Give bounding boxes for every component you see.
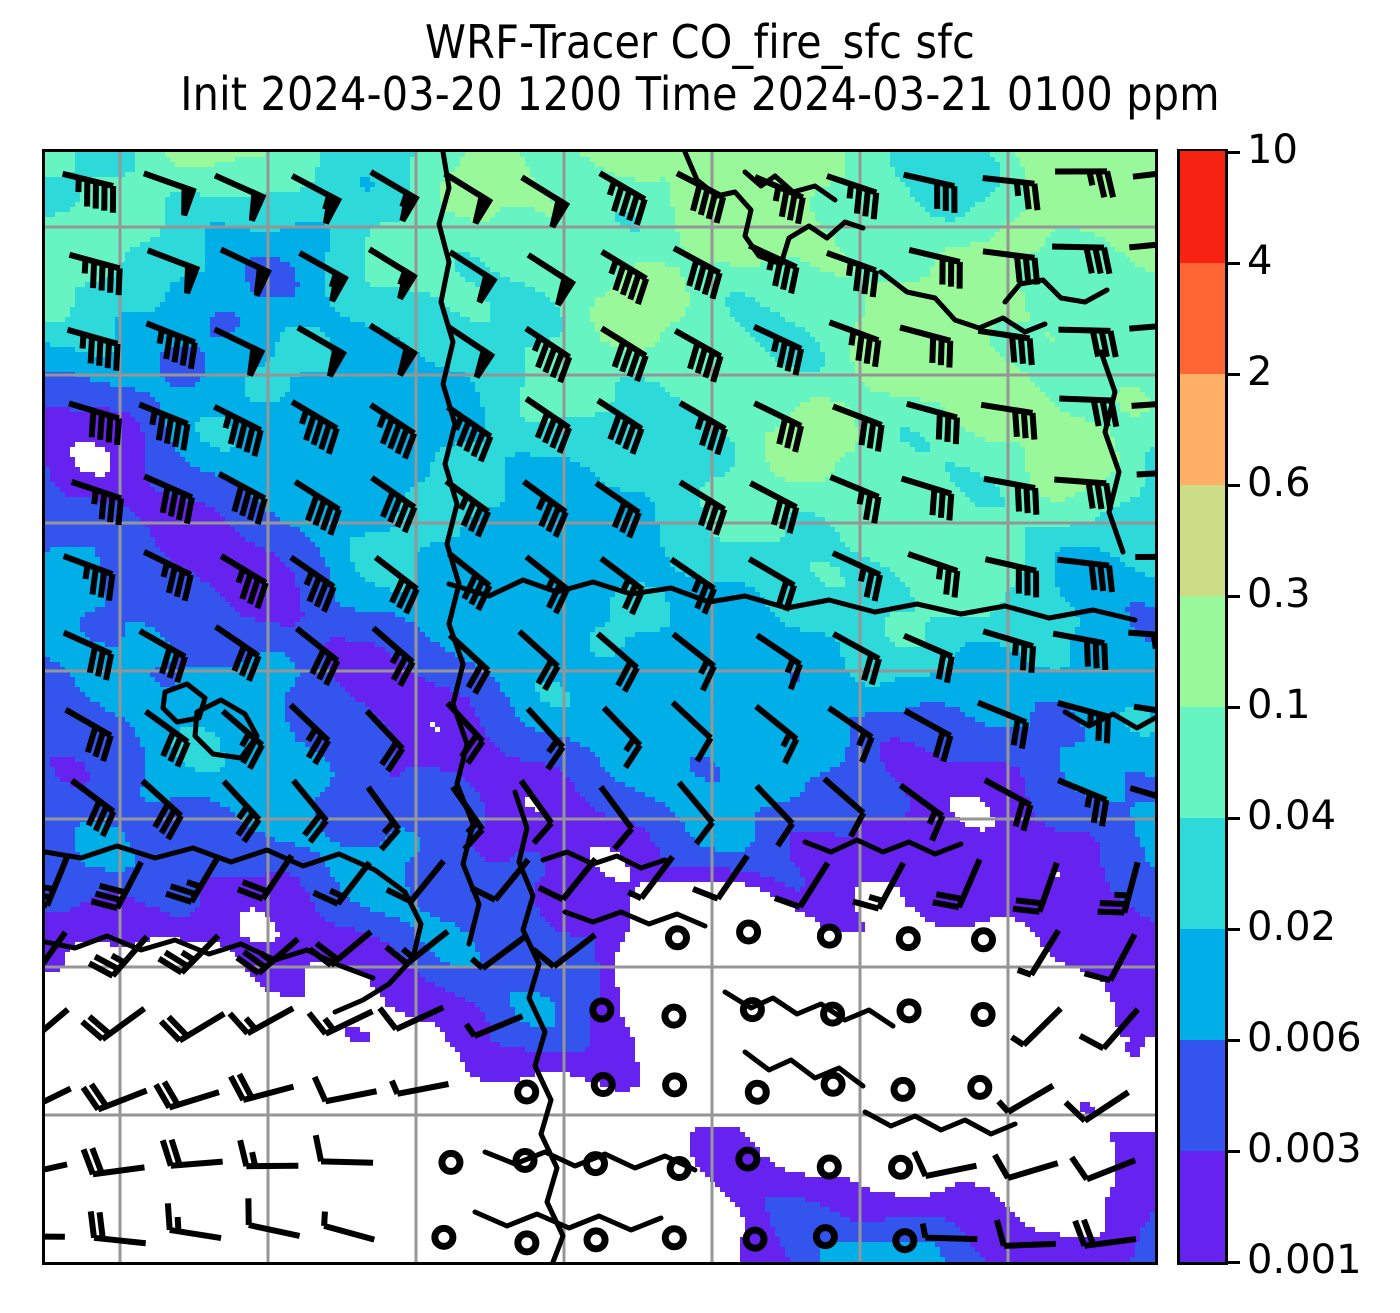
colorbar-band [1180, 817, 1225, 929]
wind-barb-calm [744, 1079, 770, 1105]
colorbar-band [1180, 151, 1225, 263]
figure-title: WRF-Tracer CO_fire_sfc sfc Init 2024-03-… [0, 0, 1400, 120]
wind-barb-calm [590, 1072, 616, 1098]
wind-barb-calm [431, 1224, 457, 1250]
wind-barb-calm [583, 1227, 609, 1253]
colorbar-tick-mark [1225, 150, 1240, 154]
colorbar-band [1180, 373, 1225, 485]
colorbar-band [1180, 706, 1225, 818]
wind-barb-calm [514, 1079, 540, 1105]
wind-barb-calm [739, 997, 765, 1023]
colorbar-tick-mark [1225, 483, 1240, 487]
wind-barb-calm [820, 1071, 846, 1097]
colorbar-tick-label: 2 [1247, 349, 1273, 395]
colorbar-tick-label: 0.003 [1247, 1126, 1362, 1172]
title-line-1: WRF-Tracer CO_fire_sfc sfc [425, 15, 975, 69]
map-graticule [45, 152, 1155, 1262]
wind-barb-calm [896, 998, 922, 1024]
colorbar-tick-mark [1225, 705, 1240, 709]
wind-barb-calm [812, 1224, 838, 1250]
wind-barb-calm [895, 926, 921, 952]
colorbar-tick-mark [1225, 594, 1240, 598]
colorbar-tick-label: 0.001 [1247, 1237, 1362, 1283]
wind-barb-calm [512, 1147, 538, 1173]
colorbar-tick-label: 0.02 [1247, 904, 1337, 950]
wind-barbs [45, 168, 1155, 1256]
wind-barb-calm [820, 1001, 846, 1027]
wind-barb-calm [583, 1151, 609, 1177]
wind-barb-calm [890, 1076, 916, 1102]
wind-barb-calm [888, 1154, 914, 1180]
colorbar-band [1180, 1039, 1225, 1151]
colorbar-band [1180, 1150, 1225, 1262]
wind-barb-calm [742, 1226, 768, 1252]
colorbar-ticks: 10 4 2 0.6 0.3 0.1 0.04 0.02 0.006 0.003 0.001 [1177, 130, 1397, 1280]
wind-barb-calm [970, 927, 996, 953]
colorbar-tick-mark [1225, 372, 1240, 376]
colorbar-tick-mark [1225, 1038, 1240, 1042]
wind-barb-calm [736, 919, 762, 945]
wind-barb-calm [438, 1149, 464, 1175]
colorbar-tick-label: 0.1 [1247, 682, 1311, 728]
colorbar-band [1180, 928, 1225, 1040]
wind-barb-calm [816, 923, 842, 949]
wind-barb-calm [816, 1154, 842, 1180]
wind-barb-calm [662, 1072, 688, 1098]
wind-barb-calm [666, 1156, 692, 1182]
colorbar-tick-label: 0.6 [1247, 460, 1311, 506]
colorbar-tick-mark [1225, 1149, 1240, 1153]
colorbar-tick-mark [1225, 816, 1240, 820]
wind-barb-calm [970, 1002, 996, 1028]
wind-barb-calm [664, 925, 690, 951]
colorbar-tick-mark [1225, 1260, 1240, 1264]
map-plot-area [45, 152, 1155, 1262]
map-panel [42, 149, 1158, 1265]
wind-barb-calm [661, 1003, 687, 1029]
wind-barb-calm [514, 1230, 540, 1256]
colorbar-band [1180, 595, 1225, 707]
wind-barb-calm [661, 1225, 687, 1251]
map-svg [45, 152, 1155, 1262]
colorbar-tick-mark [1225, 261, 1240, 265]
wind-barb-calm [735, 1146, 761, 1172]
wind-barb-calm [967, 1074, 993, 1100]
colorbar-tick-mark [1225, 927, 1240, 931]
colorbar-band [1180, 484, 1225, 596]
colorbar-tick-label: 0.04 [1247, 793, 1337, 839]
colorbar-tick-label: 4 [1247, 238, 1273, 284]
wind-barb-calm [892, 1228, 918, 1254]
wind-barb-calm [589, 997, 615, 1023]
colorbar-tick-label: 10 [1247, 127, 1298, 173]
colorbar-tick-label: 0.3 [1247, 571, 1311, 617]
title-line-2: Init 2024-03-20 1200 Time 2024-03-21 010… [180, 67, 1220, 121]
colorbar-tick-label: 0.006 [1247, 1015, 1362, 1061]
colorbar-band [1180, 262, 1225, 374]
